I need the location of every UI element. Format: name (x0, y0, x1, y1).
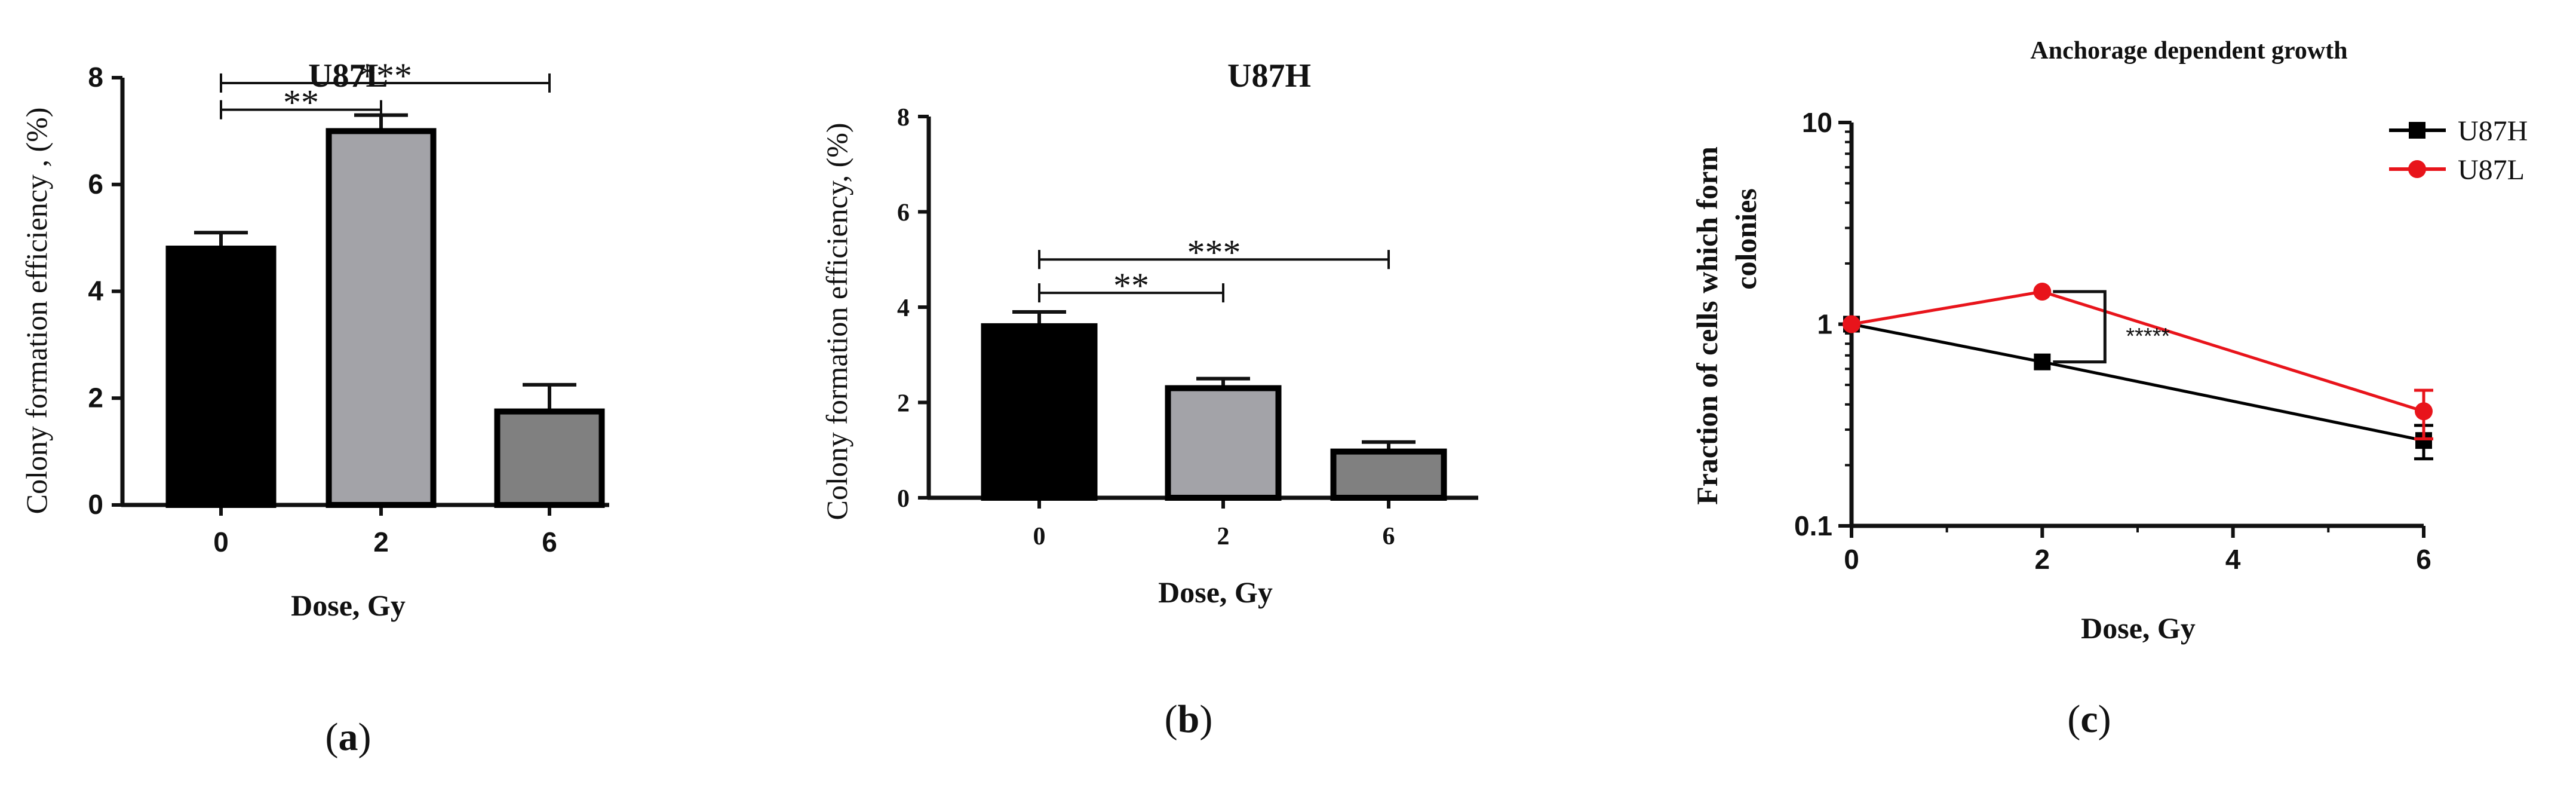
panel-c-x-tick-label-0: 0 (1844, 544, 1859, 575)
panel-b-y-tick-label-3: 6 (897, 200, 910, 227)
panel-a-bar-2 (494, 408, 605, 508)
panel-c-series-1-point-1 (2033, 283, 2052, 301)
panel-a-significance: ***** (220, 56, 551, 123)
panel-a-y-tick-label-2: 4 (88, 275, 103, 307)
panel-c-y-axis-title-line-1: Fraction of cells which form (1690, 146, 1724, 505)
panel-a-y-ticks: 0 2 4 6 8 (88, 62, 122, 520)
panel-c-series-1-point-0 (1843, 315, 1860, 333)
panel-b-u87h-bar-chart: U87H Dose, Gy Colony formation efficienc… (820, 57, 1478, 741)
panel-b-bar-2 (1330, 448, 1447, 501)
panel-c-line-chart: Anchorage dependent growth Dose, Gy Frac… (1690, 37, 2528, 741)
panel-b-letter: b (1178, 697, 1200, 741)
panel-c-legend: U87H U87L (2389, 115, 2528, 186)
panel-b-y-tick-label-4: 8 (897, 104, 910, 131)
panel-c-y-ticks: 0.1 1 10 (1794, 107, 1852, 541)
panel-b-x-tick-label-0: 0 (1033, 523, 1046, 550)
panel-c-x-axis-title: Dose, Gy (2081, 611, 2196, 645)
panel-b-x-ticks: 0 2 6 (1033, 498, 1395, 550)
panel-a-x-tick-label-0: 0 (213, 526, 229, 558)
panel-b-x-tick-label-2: 6 (1383, 523, 1395, 550)
panel-b-y-tick-label-0: 0 (897, 485, 910, 513)
panel-c-series-1-point-2 (2415, 402, 2433, 421)
panel-c-x-tick-label-3: 6 (2416, 544, 2431, 575)
panel-c-series-line-1 (1851, 290, 2424, 413)
panel-c-y-tick-label-1: 1 (1817, 309, 1832, 340)
panel-b-bar-1 (1165, 385, 1282, 501)
panel-a-bar-0 (165, 246, 277, 508)
panel-c-y-tick-label-2: 10 (1802, 107, 1832, 138)
panel-c-series-0-point-1 (2034, 353, 2051, 370)
panel-c-title: Anchorage dependent growth (2030, 37, 2347, 65)
panel-a-x-tick-label-1: 2 (373, 526, 389, 558)
panel-b-y-tick-label-1: 2 (897, 390, 910, 418)
panel-c-significance-bracket (2053, 290, 2107, 364)
panel-a-sig-stars-1: *** (358, 56, 412, 96)
panel-c-letter: c (2080, 697, 2098, 741)
panel-c-x-tick-label-1: 2 (2035, 544, 2050, 575)
panel-b-y-axis-title: Colony formation efficiency, (%) (820, 123, 853, 520)
panel-c-significance-stars: ***** (2126, 324, 2170, 349)
panel-b-sig-stars-0: ** (1113, 266, 1149, 305)
panel-a-bar-1 (326, 128, 437, 508)
panel-c-legend-label-1: U87L (2458, 154, 2525, 186)
panel-a-u87l-bar-chart: U87L Dose, Gy Colony formation efficienc… (20, 56, 609, 759)
panel-a-x-axis-title: Dose, Gy (291, 589, 406, 622)
panel-b-x-axis-title: Dose, Gy (1158, 575, 1273, 609)
panel-b-sig-stars-1: *** (1187, 232, 1241, 272)
panel-a-x-tick-label-2: 6 (542, 526, 557, 558)
panel-a-sig-stars-0: ** (283, 83, 319, 123)
panel-a-y-tick-label-1: 2 (88, 382, 103, 413)
panel-b-bars (981, 310, 1447, 501)
panel-c-x-ticks: 0 2 4 6 (1844, 526, 2431, 575)
panel-b-significance: ***** (1038, 232, 1390, 305)
panel-c-series (1843, 283, 2433, 461)
panel-c-legend-label-0: U87H (2458, 115, 2528, 147)
panel-b-x-tick-label-1: 2 (1217, 523, 1230, 550)
panel-b-label: (b) (1165, 697, 1213, 741)
panel-a-label: (a) (326, 715, 371, 759)
panel-c-x-tick-label-2: 4 (2225, 544, 2241, 575)
panel-a-y-tick-label-4: 8 (88, 62, 103, 93)
panel-c-y-tick-label-0: 0.1 (1794, 510, 1832, 541)
panel-c-y-axis-title-line-2: colonies (1729, 188, 1763, 289)
panel-c-legend-marker-0 (2409, 122, 2425, 139)
panel-c-legend-marker-1 (2408, 160, 2426, 178)
panel-b-title: U87H (1227, 57, 1311, 94)
panel-a-y-axis-title: Colony formation efficiency , (%) (20, 108, 53, 515)
panel-a-y-tick-label-3: 6 (88, 169, 103, 200)
panel-a-letter: a (339, 715, 358, 759)
panel-a-y-tick-label-0: 0 (88, 489, 103, 520)
panel-a-x-ticks: 0 2 6 (213, 505, 557, 558)
panel-b-bar-0 (981, 323, 1098, 501)
panel-c-significance: ***** (2053, 290, 2170, 364)
panel-b-y-tick-label-2: 4 (897, 295, 910, 322)
panel-c-label: (c) (2067, 697, 2111, 741)
panel-a-bars (165, 113, 605, 508)
panel-b-y-ticks: 0 2 4 6 8 (897, 104, 929, 513)
panel-a-title: U87L (308, 57, 388, 94)
